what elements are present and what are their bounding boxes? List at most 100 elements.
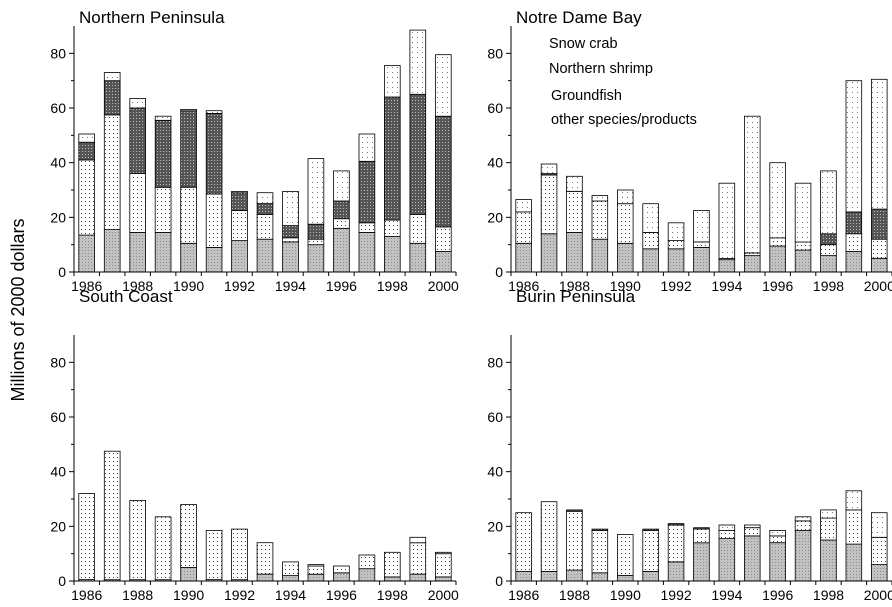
bar-snow-crab-1992	[231, 190, 248, 194]
bar-groundfish-1990	[617, 575, 634, 582]
bar-snow-crab-1996	[333, 170, 350, 202]
bar-snow-crab-1987	[540, 163, 558, 175]
bar-groundfish-1988	[129, 231, 147, 273]
bar-other-species-products-1997	[358, 554, 376, 570]
y-tick-label: 60	[50, 409, 66, 425]
bar-groundfish-1994	[718, 259, 736, 273]
x-tick-label: 1992	[224, 278, 255, 294]
y-tick-label: 80	[487, 354, 503, 370]
bar-northern-shrimp-1997	[358, 160, 376, 224]
y-tick-label: 20	[487, 209, 503, 225]
x-tick-label: 1992	[661, 278, 692, 294]
x-tick-label: 1994	[711, 278, 742, 294]
bar-northern-shrimp-1991	[205, 113, 223, 195]
bar-groundfish-1996	[769, 542, 786, 582]
bar-groundfish-1998	[383, 236, 401, 273]
bar-groundfish-1998	[383, 576, 401, 582]
bar-snow-crab-1986	[78, 133, 96, 143]
bar-snow-crab-1996	[769, 530, 786, 537]
bar-other-species-products-1993	[693, 241, 710, 248]
y-tick-label: 40	[50, 464, 66, 480]
x-tick-label: 1998	[813, 587, 844, 603]
panel-burin-peninsula: Burin Peninsula 0 20 40 60 80 1986 1988 1990 1992…	[487, 287, 892, 603]
bar-snow-crab-1987	[103, 72, 121, 82]
bar-groundfish-1986	[515, 571, 532, 582]
bar-other-species-products-1996	[333, 565, 350, 574]
bar-northern-shrimp-1988	[129, 107, 147, 174]
x-tick-label: 2000	[428, 278, 459, 294]
bar-snow-crab-1995	[744, 115, 761, 254]
bar-snow-crab-1989	[591, 195, 609, 202]
x-tick-label: 1990	[173, 278, 204, 294]
x-tick-label: 2000	[864, 587, 892, 603]
bar-other-species-products-1992	[667, 524, 685, 563]
bar-other-species-products-2000	[434, 553, 452, 578]
bar-snow-crab-1997	[358, 133, 376, 162]
y-tick-label: 40	[50, 155, 66, 171]
bar-snow-crab-1990	[617, 189, 634, 205]
bar-groundfish-2000	[434, 251, 452, 273]
y-tick-label: 80	[50, 354, 66, 370]
y-tick-label: 60	[50, 100, 66, 116]
x-tick-label: 1992	[661, 587, 692, 603]
bar-other-species-products-1994	[282, 237, 299, 243]
bar-groundfish-1987	[540, 233, 558, 273]
bar-other-species-products-1999	[845, 233, 863, 252]
x-tick-label: 1988	[559, 278, 590, 294]
panel-northern-peninsula: Northern Peninsula 0 20 40 60 80 1986 1988 1990 1…	[50, 8, 459, 294]
bar-other-species-products-1986	[78, 159, 96, 236]
x-tick-label: 1998	[377, 278, 408, 294]
bar-snow-crab-2000	[871, 512, 888, 538]
y-tick-label: 20	[50, 209, 66, 225]
bar-groundfish-1999	[845, 251, 863, 273]
bar-northern-shrimp-1989	[154, 119, 172, 188]
bar-snow-crab-1995	[307, 158, 325, 225]
bar-groundfish-1994	[282, 575, 299, 582]
y-tick-label: 40	[487, 155, 503, 171]
bar-groundfish-1988	[566, 231, 583, 273]
y-axis-label: Millions of 2000 dollars	[8, 218, 28, 401]
y-tick-label: 0	[495, 573, 503, 589]
bar-northern-shrimp-1987	[103, 80, 121, 116]
bar-groundfish-1988	[566, 569, 583, 582]
x-tick-label: 1994	[275, 278, 306, 294]
bar-other-species-products-1996	[333, 218, 350, 229]
bar-other-species-products-1988	[129, 499, 147, 581]
bar-snow-crab-1992	[667, 222, 685, 242]
bar-northern-shrimp-2000	[434, 115, 452, 228]
x-tick-label: 1994	[275, 587, 306, 603]
bar-groundfish-1999	[409, 242, 427, 273]
bar-groundfish-1990	[180, 566, 197, 582]
bar-other-species-products-1990	[617, 203, 634, 244]
y-tick-label: 60	[487, 100, 503, 116]
bar-groundfish-1993	[693, 246, 710, 273]
bar-snow-crab-1988	[566, 175, 583, 192]
bar-groundfish-1993	[256, 238, 274, 273]
bar-other-species-products-1989	[591, 530, 609, 574]
bar-snow-crab-1999	[409, 536, 427, 544]
bar-groundfish-1996	[333, 227, 350, 273]
bar-snow-crab-1991	[642, 203, 659, 233]
bar-other-species-products-1999	[409, 542, 427, 575]
bar-groundfish-1997	[794, 249, 812, 273]
x-tick-label: 1996	[762, 587, 793, 603]
bar-groundfish-1986	[515, 242, 532, 273]
bar-other-species-products-1999	[845, 509, 863, 545]
bar-groundfish-1990	[617, 242, 634, 273]
bar-snow-crab-1991	[205, 110, 223, 114]
bar-other-species-products-1998	[820, 244, 837, 256]
bar-groundfish-1994	[282, 241, 299, 273]
bar-northern-shrimp-1995	[307, 223, 325, 240]
bar-groundfish-1995	[307, 244, 325, 273]
bar-groundfish-1992	[231, 240, 248, 273]
bar-other-species-products-1988	[566, 190, 583, 233]
bar-other-species-products-1987	[103, 450, 121, 581]
bar-other-species-products-2000	[871, 238, 888, 259]
bar-snow-crab-1997	[794, 182, 812, 243]
x-tick-label: 1990	[173, 587, 204, 603]
bar-other-species-products-1997	[794, 520, 812, 531]
bar-northern-shrimp-1999	[845, 211, 863, 235]
bar-groundfish-1991	[642, 248, 659, 273]
bar-groundfish-1995	[744, 255, 761, 273]
